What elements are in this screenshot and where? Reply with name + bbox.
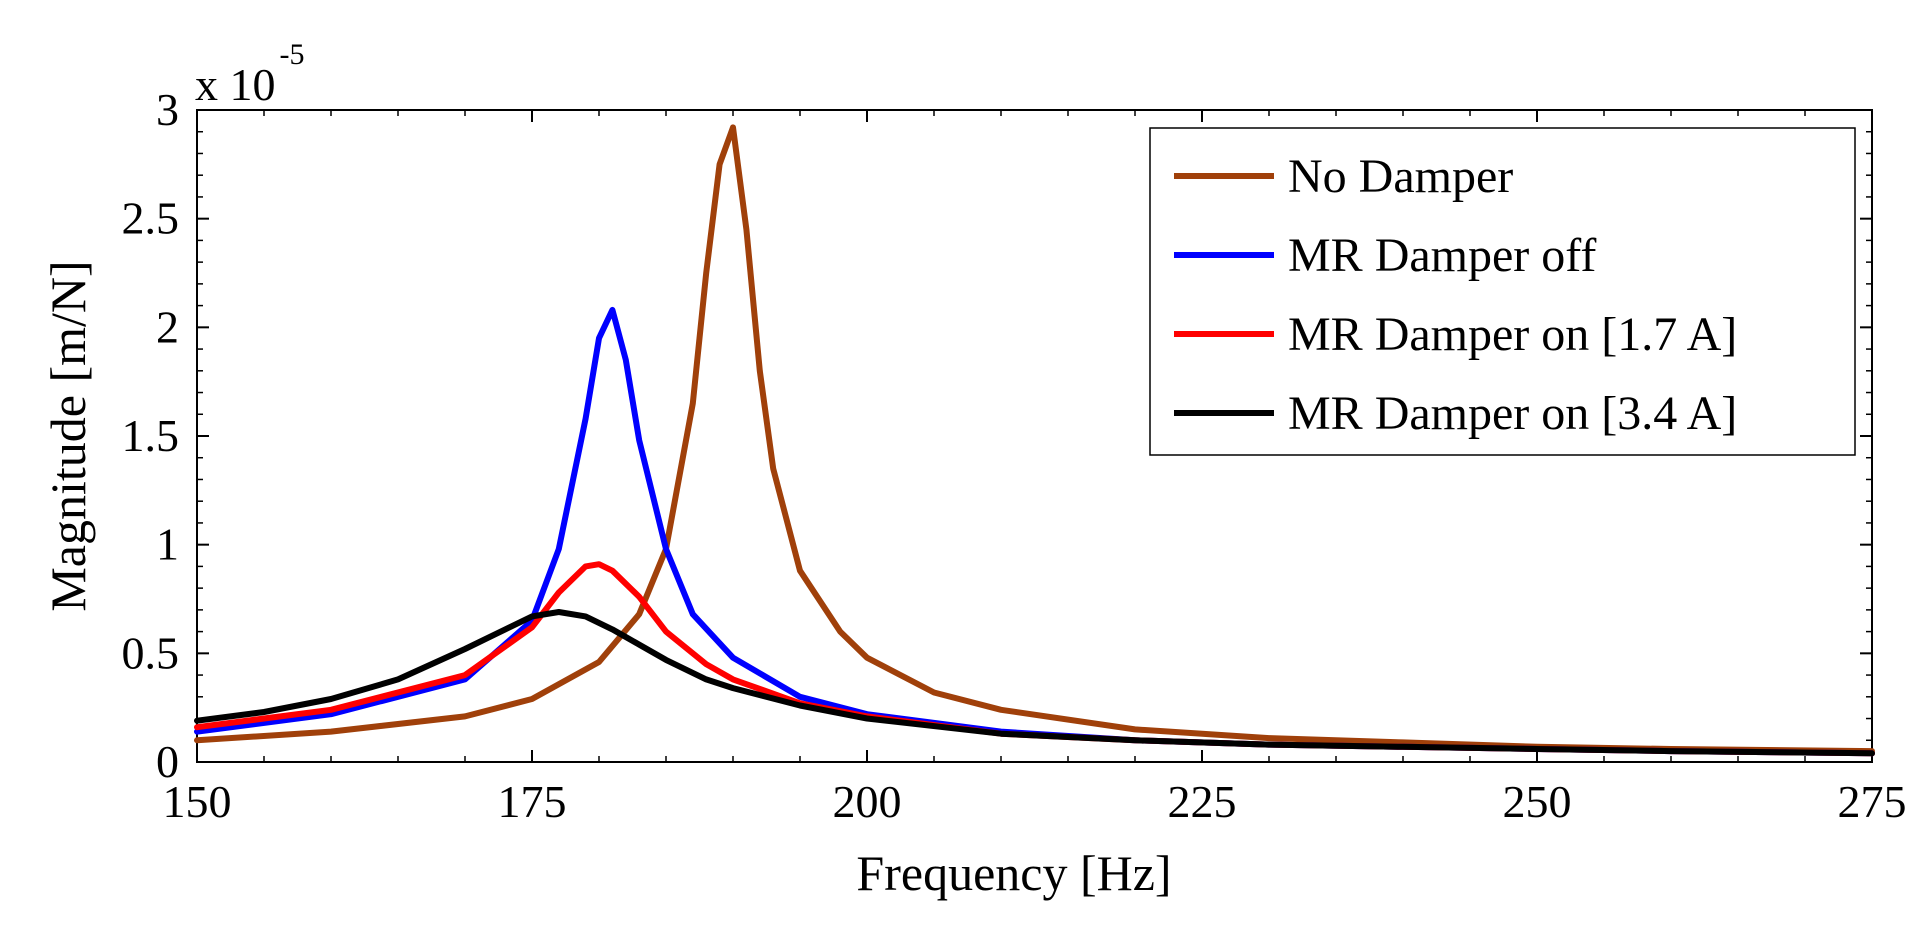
y-axis-label: Magnitude [m/N] [40, 260, 96, 611]
legend-label: No Damper [1288, 150, 1513, 203]
y-tick-label: 2 [156, 301, 179, 352]
y-tick-label: 0.5 [122, 627, 180, 678]
y-tick-label: 3 [156, 84, 179, 135]
series-line-mr-damper-on-3-4-a [194, 609, 1875, 757]
legend: No Damper MR Damper off MR Damper on [1.7 … [1149, 127, 1856, 456]
series-lines [194, 124, 1875, 757]
x-tick-label: 175 [498, 776, 567, 827]
x-tick-label: 150 [163, 776, 232, 827]
legend-label: MR Damper on [3.4 A] [1288, 387, 1737, 440]
y-tick-label: 1 [156, 519, 179, 570]
y-exponent-power: -5 [280, 38, 305, 71]
axis-ticks [196, 109, 1873, 763]
y-tick-label: 1.5 [122, 410, 180, 461]
x-tick-label: 275 [1838, 776, 1907, 827]
x-tick-label: 250 [1503, 776, 1572, 827]
series-line-no-damper [194, 124, 1875, 755]
legend-label: MR Damper off [1288, 229, 1596, 282]
y-exponent-base: x 10 [195, 59, 276, 110]
legend-box [1149, 127, 1856, 456]
x-tick-label: 225 [1168, 776, 1237, 827]
x-axis-label: Frequency [Hz] [856, 845, 1171, 901]
y-tick-label: 2.5 [122, 193, 180, 244]
axis-tick-labels: 150 175 200 225 250 275 0 0.5 1 1.5 2 2.5 3 [122, 84, 1907, 827]
y-tick-label: 0 [156, 736, 179, 787]
x-tick-label: 200 [833, 776, 902, 827]
y-exponent-label: x 10 -5 [195, 38, 305, 110]
legend-label: MR Damper on [1.7 A] [1288, 308, 1737, 361]
